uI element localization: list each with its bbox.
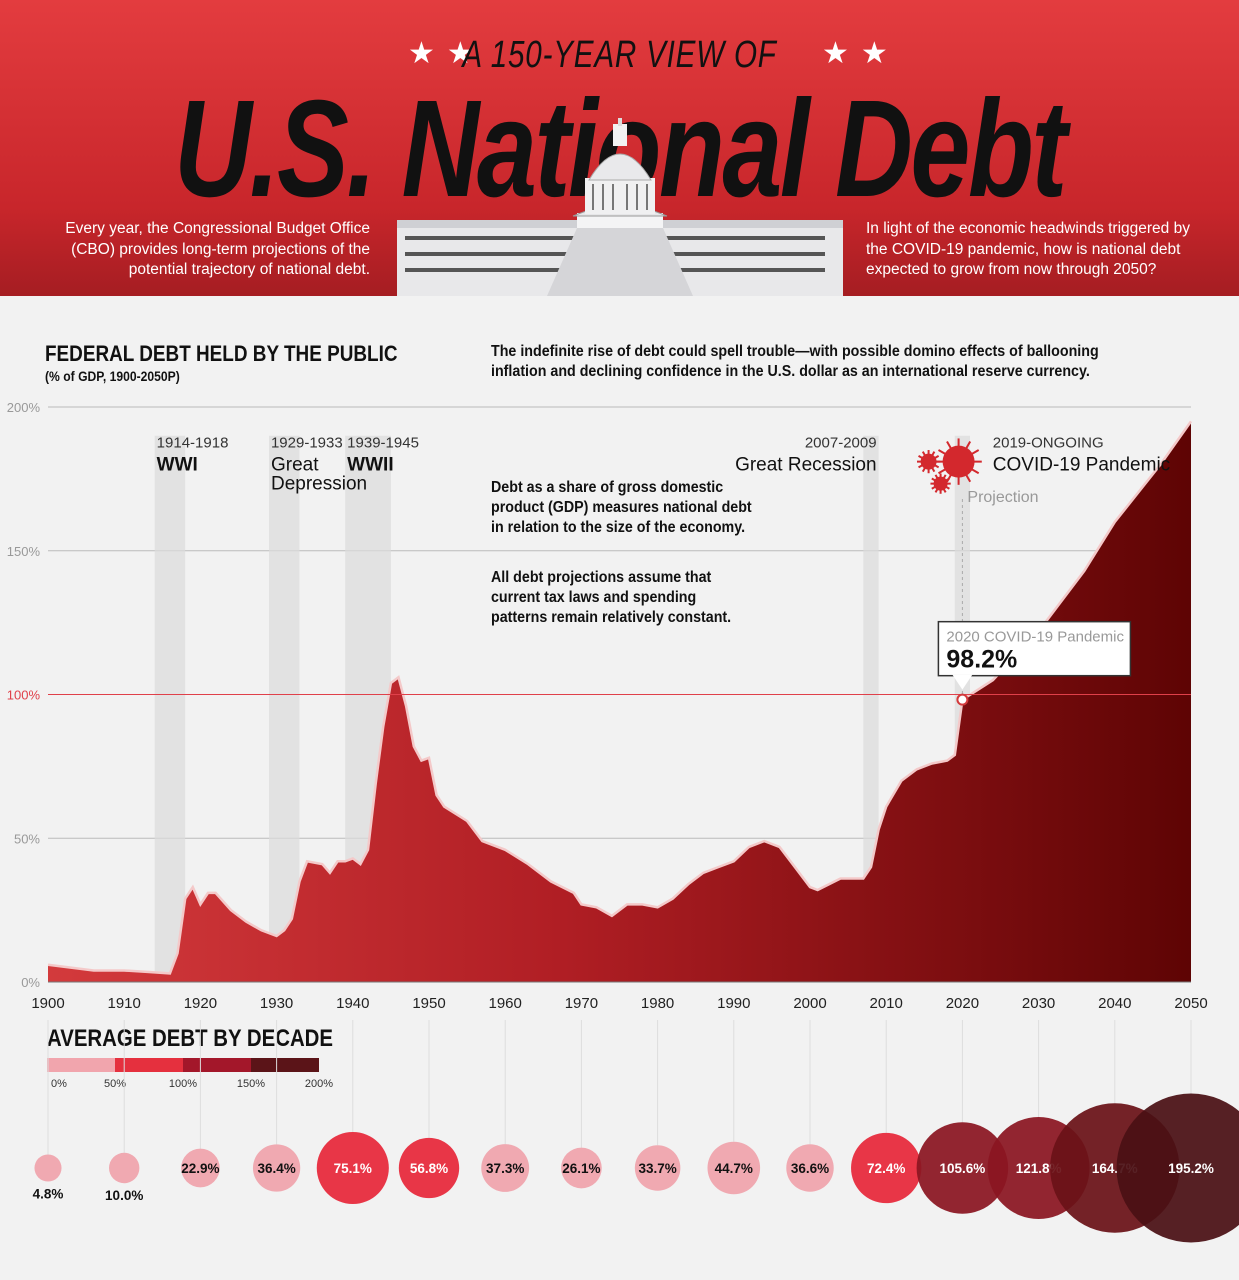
star-icon: ★★: [822, 37, 900, 70]
debt-area: [48, 421, 1191, 982]
x-tick-label: 1910: [108, 995, 141, 1012]
decade-value-label: 44.7%: [715, 1161, 753, 1176]
x-tick-label: 2040: [1098, 995, 1131, 1012]
decade-value-label: 37.3%: [486, 1161, 524, 1176]
chart-title: FEDERAL DEBT HELD BY THE PUBLIC: [45, 341, 398, 366]
legend-tick: 150%: [237, 1078, 265, 1090]
decade-bubble: [398, 1137, 460, 1199]
x-tick-label: 1940: [336, 995, 369, 1012]
decade-bubble: [252, 1144, 301, 1192]
callout-box: [937, 620, 1132, 677]
x-tick-label: 1930: [260, 995, 293, 1012]
virus-icon: [933, 476, 948, 491]
decade-value-label: 72.4%: [867, 1161, 905, 1176]
virus-icon: [920, 453, 937, 470]
decade-bubble: [707, 1141, 761, 1195]
event-name: WWI: [157, 454, 198, 475]
decade-value-label: 36.4%: [257, 1161, 295, 1176]
decade-value-label: 4.8%: [33, 1187, 64, 1202]
projection-label: Projection: [967, 489, 1038, 506]
event-years: 1939-1945: [347, 434, 419, 451]
note-assumptions: All debt projections assume that current…: [491, 569, 732, 626]
decade-bubble: [34, 1154, 62, 1182]
callout-label: 2020 COVID-19 Pandemic: [946, 629, 1124, 646]
event-name: Great: [271, 454, 319, 475]
x-tick-label: 2030: [1022, 995, 1055, 1012]
legend-tick: 50%: [104, 1078, 126, 1090]
x-tick-label: 1970: [565, 995, 598, 1012]
star-icon: ★★: [408, 37, 486, 70]
event-name: Depression: [271, 473, 367, 494]
decade-bubble: [634, 1145, 681, 1191]
decade-value-label: 56.8%: [410, 1161, 448, 1176]
legend-swatch: [47, 1058, 115, 1072]
x-tick-label: 1950: [412, 995, 445, 1012]
callout-value: 98.2%: [946, 646, 1017, 674]
event-band: [268, 435, 300, 982]
decade-value-label: 105.6%: [940, 1161, 986, 1176]
debt-area-chart: 0% 50% 100% 150% 200% Projection 1900 1910 1920 1…: [7, 400, 1208, 1012]
event-name: WWII: [347, 454, 393, 475]
event-band: [154, 435, 186, 982]
x-tick-label: 2010: [870, 995, 903, 1012]
note-top: The indefinite rise of debt could spell …: [491, 343, 1099, 380]
event-years: 1914-1918: [157, 434, 229, 451]
note-gdp: Debt as a share of gross domestic produc…: [491, 479, 752, 536]
x-tick-label: 1960: [489, 995, 522, 1012]
legend-tick: 100%: [169, 1078, 197, 1090]
y-tick-label: 50%: [14, 831, 40, 846]
decade-value-label: 36.6%: [791, 1161, 829, 1176]
x-tick-label: 2050: [1174, 995, 1207, 1012]
decade-bubble: [1116, 1093, 1239, 1243]
x-tick-label: 1990: [717, 995, 750, 1012]
decade-value-label: 10.0%: [105, 1188, 143, 1203]
x-tick-label: 1920: [184, 995, 217, 1012]
virus-icon: [942, 445, 975, 478]
event-years: 2019-ONGOING: [993, 434, 1104, 451]
decade-bubble: [561, 1147, 602, 1189]
decade-bubble: [851, 1132, 922, 1204]
event-years: 1929-1933: [271, 434, 343, 451]
legend-swatch: [183, 1058, 251, 1072]
event-name: COVID-19 Pandemic: [993, 454, 1170, 475]
x-tick-label: 1900: [31, 995, 64, 1012]
intro-left: Every year, the Congressional Budget Off…: [65, 220, 370, 278]
legend-swatch: [251, 1058, 319, 1072]
header-banner: ★★ ★★ A 150-YEAR VIEW OF U.S. National D…: [0, 0, 1239, 296]
decade-value-label: 75.1%: [334, 1161, 372, 1176]
decade-value-label: 121.8%: [1016, 1161, 1062, 1176]
event-years: 2007-2009: [805, 434, 877, 451]
y-tick-label: 0%: [21, 975, 40, 990]
x-tick-label: 2000: [793, 995, 826, 1012]
legend-tick: 200%: [305, 1078, 333, 1090]
x-tick-label: 2020: [946, 995, 979, 1012]
legend-swatch: [115, 1058, 183, 1072]
decade-value-label: 26.1%: [562, 1161, 600, 1176]
chart-subtitle: (% of GDP, 1900-2050P): [45, 369, 180, 384]
capitol-building-icon: [397, 118, 843, 296]
decade-value-label: 22.9%: [181, 1161, 219, 1176]
y-tick-label: 150%: [7, 544, 41, 559]
callout-point: [956, 693, 969, 706]
decade-bubble: [481, 1144, 530, 1192]
decade-bubble: [181, 1148, 220, 1188]
decade-bubble: [916, 1122, 1009, 1214]
event-name: Great Recession: [735, 454, 877, 475]
legend-tick: 0%: [51, 1078, 67, 1090]
decade-value-label: 33.7%: [638, 1161, 676, 1176]
debt-line: [47, 420, 1193, 975]
decade-bubble: [109, 1152, 140, 1184]
decade-bubble: [316, 1131, 389, 1205]
y-tick-label: 200%: [7, 400, 41, 415]
decade-bubble: [786, 1144, 834, 1192]
decade-title: AVERAGE DEBT BY DECADE: [47, 1025, 334, 1052]
decade-value-label: 195.2%: [1168, 1161, 1214, 1176]
x-tick-label: 1980: [641, 995, 674, 1012]
intro-right: In light of the economic headwinds trigg…: [866, 220, 1190, 278]
callout-pointer: [952, 674, 973, 690]
supertitle: A 150-YEAR VIEW OF: [462, 34, 777, 76]
y-tick-label: 100%: [7, 688, 41, 703]
decade-bubble-chart: 0% 50% 100% 150% 200% 4.8% 10.0% 22.9% 36.4% 75.1…: [33, 1020, 1239, 1243]
